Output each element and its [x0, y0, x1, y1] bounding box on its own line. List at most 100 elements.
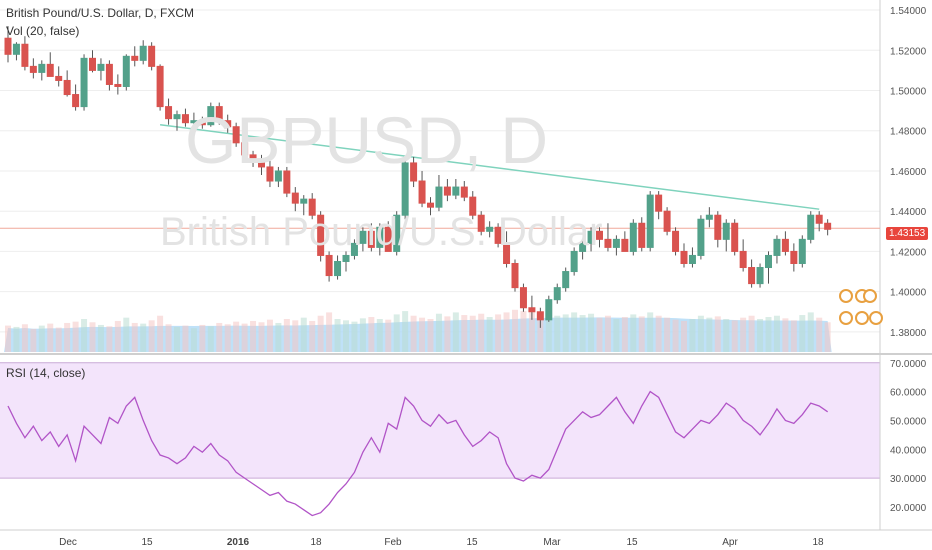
volume-bar	[604, 315, 611, 352]
candle-body	[621, 238, 629, 252]
candle-body	[181, 114, 189, 124]
volume-bar	[486, 317, 493, 352]
event-flag-icon	[863, 289, 877, 303]
volume-bar	[233, 321, 240, 352]
candle-body	[612, 238, 620, 248]
volume-bar	[790, 320, 797, 352]
candle-body	[359, 230, 367, 244]
candle-body	[443, 186, 451, 196]
volume-bar	[207, 326, 214, 352]
volume-bar	[731, 320, 738, 352]
volume-bar	[672, 319, 679, 352]
volume-bar	[165, 324, 172, 352]
volume-bar	[571, 312, 578, 352]
price-tick-label: 1.42000	[890, 247, 927, 258]
rsi-line	[7, 390, 829, 517]
volume-bar	[630, 314, 637, 352]
candle-body	[80, 57, 88, 108]
volume-bar	[697, 315, 704, 352]
volume-bar	[588, 313, 595, 352]
volume-bar	[562, 314, 569, 352]
candle-body	[680, 250, 688, 264]
time-tick-label: Feb	[384, 537, 402, 548]
event-flag-icon	[839, 311, 853, 325]
time-tick-label: 18	[812, 537, 824, 548]
candle-body	[384, 226, 392, 252]
candle-body	[714, 214, 722, 240]
price-tick-label: 1.44000	[890, 207, 927, 218]
time-tick-label: Apr	[722, 537, 738, 548]
candle-body	[21, 43, 29, 67]
candle-body	[790, 250, 798, 264]
volume-bar	[309, 320, 316, 352]
rsi-label: RSI (14, close)	[6, 366, 86, 380]
volume-bar	[537, 313, 544, 352]
volume-bar	[300, 317, 307, 352]
rsi-tick-label: 50.0000	[890, 416, 927, 427]
volume-bar	[647, 312, 654, 352]
time-tick-label: 2016	[227, 537, 250, 548]
volume-bar	[38, 325, 45, 352]
volume-bar	[182, 325, 189, 352]
candle-body	[469, 196, 477, 216]
volume-bar	[681, 320, 687, 352]
volume-bar	[241, 323, 248, 352]
candle-body	[545, 299, 553, 321]
candle-body	[334, 260, 342, 277]
candle-body	[655, 194, 663, 212]
price-tick-label: 1.52000	[890, 46, 927, 57]
volume-bar	[334, 319, 341, 352]
candle-body	[815, 214, 823, 224]
volume-bar	[224, 324, 231, 352]
volume-bar	[621, 317, 628, 352]
candle-body	[579, 242, 587, 252]
volume-bar	[765, 317, 772, 352]
volume-bar	[21, 324, 28, 352]
volume-bar	[131, 322, 138, 352]
candle-body	[756, 267, 764, 285]
volume-bar	[452, 312, 459, 352]
volume-bar	[655, 315, 662, 352]
volume-bar	[748, 315, 755, 352]
price-tick-label: 1.38000	[890, 328, 927, 339]
volume-bar	[376, 319, 383, 352]
volume-bar	[89, 322, 96, 352]
candle-body	[477, 214, 485, 232]
candle-body	[55, 75, 63, 81]
rsi-band	[0, 362, 880, 479]
candle-body	[97, 63, 105, 71]
candle-body	[697, 218, 705, 256]
candle-body	[705, 214, 713, 220]
candle-body	[798, 238, 806, 264]
price-tick-label: 1.54000	[890, 6, 927, 17]
candle-body	[367, 230, 375, 248]
candle-body	[325, 254, 333, 277]
candle-body	[418, 180, 426, 204]
volume-bar	[174, 326, 180, 352]
volume-bar	[216, 322, 223, 352]
volume-bar	[72, 321, 79, 352]
volume-bar	[545, 311, 552, 352]
volume-bar	[190, 328, 197, 352]
time-tick-label: 15	[626, 537, 638, 548]
volume-bar	[317, 315, 324, 352]
candle-body	[452, 186, 460, 196]
volume-bar	[478, 313, 485, 352]
volume-bar	[30, 328, 37, 352]
candle-body	[528, 307, 536, 313]
volume-bar	[554, 315, 561, 352]
volume-bar	[97, 324, 104, 352]
volume-bar	[435, 313, 442, 352]
candle-body	[266, 166, 274, 182]
candle-body	[511, 262, 519, 289]
volume-bar	[114, 320, 121, 352]
candle-body	[72, 94, 80, 108]
price-tick-label: 1.40000	[890, 288, 927, 299]
volume-bar	[47, 323, 54, 352]
price-tick-label: 1.46000	[890, 167, 927, 178]
volume-bar	[55, 327, 62, 352]
candle-body	[553, 287, 561, 301]
volume-bar	[638, 316, 645, 352]
candle-body	[435, 186, 443, 208]
volume-bar	[393, 314, 400, 352]
